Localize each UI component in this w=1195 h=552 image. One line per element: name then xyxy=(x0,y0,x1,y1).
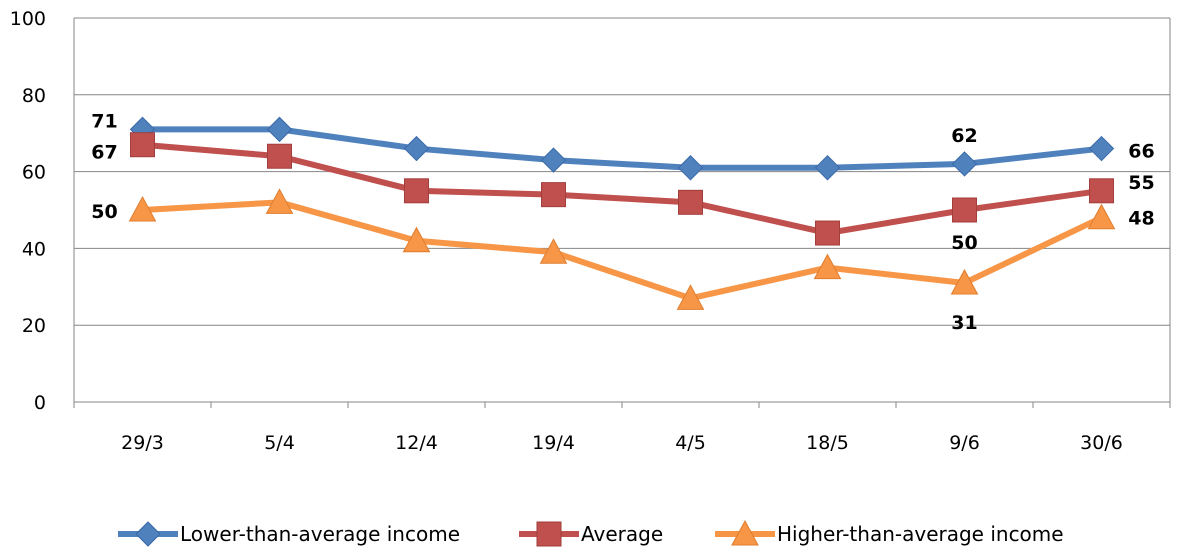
data-point-marker xyxy=(1087,203,1116,230)
data-labels: 71 62 66 67 50 55 50 31 48 xyxy=(91,110,1154,334)
y-tick-label: 80 xyxy=(22,85,46,107)
y-tick-label: 60 xyxy=(22,162,46,184)
data-point-marker xyxy=(402,226,431,253)
x-tick-label: 4/5 xyxy=(675,432,706,454)
y-tick-label: 40 xyxy=(22,238,46,260)
data-point-marker xyxy=(1089,178,1114,204)
data-point-marker xyxy=(677,155,704,181)
series-line xyxy=(142,141,1102,237)
y-tick-label: 100 xyxy=(10,8,46,30)
data-point-marker xyxy=(950,268,979,295)
x-tick-label: 19/4 xyxy=(532,432,575,454)
series-1 xyxy=(130,132,1114,246)
data-point-marker xyxy=(539,238,568,264)
x-tick-label: 12/4 xyxy=(395,432,438,454)
data-point-marker xyxy=(266,116,293,143)
legend-item: Average xyxy=(519,521,663,547)
data-point-marker xyxy=(678,189,703,215)
data-label: 31 xyxy=(951,312,977,334)
data-label: 62 xyxy=(951,125,977,147)
data-point-marker xyxy=(952,197,977,223)
data-label: 67 xyxy=(91,142,117,164)
legend-label: Higher-than-average income xyxy=(777,522,1064,546)
series-line xyxy=(142,199,1103,302)
data-point-marker xyxy=(265,188,294,214)
legend-item: Lower-than-average income xyxy=(118,521,460,547)
data-point-marker xyxy=(541,182,566,208)
x-tick-label: 5/4 xyxy=(264,432,295,454)
series-2 xyxy=(128,188,1116,310)
y-tick-label: 20 xyxy=(22,315,46,337)
legend-marker xyxy=(731,519,759,546)
data-point-marker xyxy=(404,178,429,204)
legend-label: Average xyxy=(581,522,663,546)
x-tick-label: 30/6 xyxy=(1080,432,1123,454)
data-point-marker xyxy=(540,147,567,173)
series-line xyxy=(142,126,1102,171)
gridlines xyxy=(73,17,1171,408)
data-label: 55 xyxy=(1128,172,1154,194)
data-point-marker xyxy=(403,135,430,162)
x-tick-label: 18/5 xyxy=(806,432,849,454)
data-point-marker xyxy=(813,253,842,280)
x-tick-label: 9/6 xyxy=(949,432,980,454)
x-tick-label: 29/3 xyxy=(121,432,164,454)
data-label: 50 xyxy=(91,201,117,223)
data-label: 71 xyxy=(91,110,117,132)
data-label: 48 xyxy=(1128,208,1154,230)
data-point-marker xyxy=(815,220,840,246)
data-point-marker xyxy=(128,195,157,222)
data-point-marker xyxy=(130,132,155,158)
data-point-marker xyxy=(1088,135,1115,162)
series-0 xyxy=(129,116,1115,181)
y-axis-ticks: 0 20 40 60 80 100 xyxy=(10,8,46,414)
x-axis-ticks: 29/3 5/4 12/4 19/4 4/5 18/5 9/6 30/6 xyxy=(121,432,1123,454)
legend: Lower-than-average income Average Higher-t… xyxy=(118,519,1064,547)
data-label: 66 xyxy=(1128,141,1154,163)
legend-label: Lower-than-average income xyxy=(180,522,460,546)
data-label: 50 xyxy=(951,232,977,254)
data-point-marker xyxy=(951,151,978,177)
data-point-marker xyxy=(676,284,705,310)
y-tick-label: 0 xyxy=(34,392,46,414)
data-point-marker xyxy=(267,143,292,169)
data-point-marker xyxy=(814,155,841,181)
series-group xyxy=(128,116,1116,310)
legend-item: Higher-than-average income xyxy=(715,519,1064,546)
legend-marker xyxy=(135,521,161,547)
legend-marker xyxy=(536,521,562,547)
